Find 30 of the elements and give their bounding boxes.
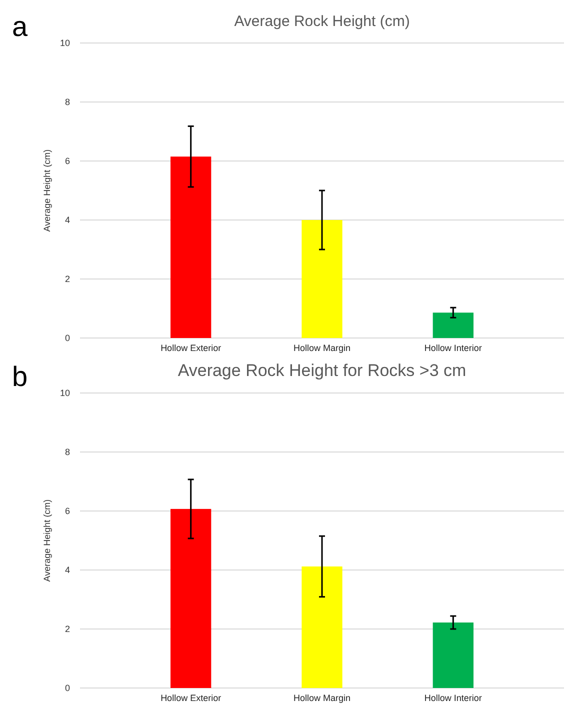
- text: a: [12, 11, 28, 42]
- bar: [432, 312, 474, 338]
- y-tick-label: 8: [64, 447, 70, 458]
- y-tick-label: 10: [60, 38, 70, 48]
- x-tick-label: Hollow Exterior: [160, 693, 222, 703]
- bar: [302, 220, 342, 338]
- x-tick-label: Hollow Exterior: [160, 343, 222, 353]
- x-tick-label: Hollow Margin: [293, 693, 351, 703]
- x-tick-label: Hollow Interior: [424, 343, 482, 353]
- y-tick-label: 4: [64, 565, 70, 576]
- y-tick-label: 6: [64, 506, 70, 516]
- y-tick-label: 0: [64, 333, 70, 344]
- y-tick-label: 2: [64, 624, 70, 634]
- bar: [170, 156, 212, 338]
- chart-title: Average Rock Height for Rocks >3 cm: [178, 361, 466, 380]
- y-tick-label: 6: [64, 156, 70, 166]
- y-tick-label: 4: [64, 215, 70, 226]
- text: b: [12, 361, 28, 392]
- bar: [302, 566, 342, 688]
- y-tick-label: 2: [64, 274, 70, 284]
- y-axis-title: Average Height (cm): [42, 149, 52, 232]
- y-tick-label: 8: [64, 97, 70, 108]
- y-tick-label: 0: [64, 683, 70, 694]
- bar: [170, 508, 212, 688]
- y-tick-label: 10: [60, 388, 70, 398]
- chart-title: Average Rock Height (cm): [234, 13, 410, 30]
- x-tick-label: Hollow Margin: [293, 343, 351, 353]
- bar: [432, 622, 474, 688]
- y-axis-title: Average Height (cm): [42, 499, 52, 582]
- x-tick-label: Hollow Interior: [424, 693, 482, 703]
